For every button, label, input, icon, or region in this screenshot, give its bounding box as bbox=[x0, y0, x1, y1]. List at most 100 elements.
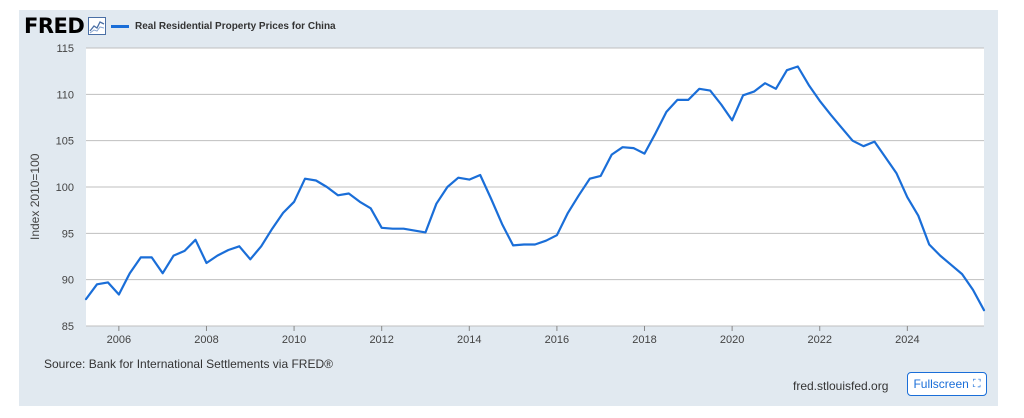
data-point-70 bbox=[852, 140, 854, 142]
data-point-66 bbox=[808, 84, 810, 86]
data-point-42 bbox=[545, 240, 547, 242]
data-point-33 bbox=[446, 186, 448, 188]
data-point-63 bbox=[775, 88, 777, 90]
data-point-6 bbox=[151, 256, 153, 258]
data-point-0 bbox=[85, 298, 87, 300]
y-tick-label-1: 90 bbox=[62, 275, 74, 287]
data-point-55 bbox=[687, 99, 689, 101]
data-point-3 bbox=[118, 293, 120, 295]
data-point-52 bbox=[654, 132, 656, 134]
data-point-1 bbox=[96, 283, 98, 285]
y-tick-label-5: 110 bbox=[56, 89, 74, 101]
data-point-44 bbox=[567, 212, 569, 214]
data-point-67 bbox=[819, 100, 821, 102]
source-note: Source: Bank for International Settlemen… bbox=[44, 357, 333, 371]
data-point-31 bbox=[424, 231, 426, 233]
data-point-8 bbox=[173, 255, 175, 257]
data-point-21 bbox=[315, 179, 317, 181]
data-point-5 bbox=[140, 256, 142, 258]
data-point-53 bbox=[665, 111, 667, 113]
x-tick-label-2: 2010 bbox=[282, 334, 306, 346]
data-point-9 bbox=[184, 250, 186, 252]
data-point-29 bbox=[403, 228, 405, 230]
fullscreen-button[interactable]: Fullscreen ⛶ bbox=[907, 372, 987, 396]
data-point-77 bbox=[928, 243, 930, 245]
data-point-28 bbox=[392, 228, 394, 230]
data-point-18 bbox=[282, 212, 284, 214]
data-point-27 bbox=[381, 227, 383, 229]
data-point-73 bbox=[884, 156, 886, 158]
data-point-72 bbox=[873, 141, 875, 143]
data-point-2 bbox=[107, 281, 109, 283]
data-point-36 bbox=[479, 174, 481, 176]
data-point-79 bbox=[950, 264, 952, 266]
data-point-11 bbox=[205, 262, 207, 264]
chart-legend: Real Residential Property Prices for Chi… bbox=[111, 21, 336, 32]
data-point-23 bbox=[337, 194, 339, 196]
data-point-50 bbox=[633, 147, 635, 149]
y-tick-label-3: 100 bbox=[56, 182, 74, 194]
data-point-65 bbox=[797, 65, 799, 67]
data-point-58 bbox=[720, 103, 722, 105]
data-point-37 bbox=[490, 198, 492, 200]
data-point-76 bbox=[917, 215, 919, 217]
data-point-10 bbox=[194, 239, 196, 241]
data-point-26 bbox=[370, 207, 372, 209]
data-point-71 bbox=[862, 145, 864, 147]
data-point-39 bbox=[512, 244, 514, 246]
x-tick-label-5: 2016 bbox=[545, 334, 569, 346]
data-point-20 bbox=[304, 178, 306, 180]
data-point-7 bbox=[162, 272, 164, 274]
data-point-38 bbox=[501, 223, 503, 225]
site-url[interactable]: fred.stlouisfed.org bbox=[793, 379, 889, 393]
data-point-40 bbox=[523, 243, 525, 245]
data-point-35 bbox=[468, 179, 470, 181]
data-point-34 bbox=[457, 177, 459, 179]
data-point-62 bbox=[764, 82, 766, 84]
data-point-49 bbox=[622, 146, 624, 148]
fred-logo[interactable]: FRED bbox=[24, 14, 85, 38]
data-point-47 bbox=[600, 175, 602, 177]
data-point-51 bbox=[643, 153, 645, 155]
data-point-13 bbox=[227, 249, 229, 251]
y-tick-label-4: 105 bbox=[56, 136, 74, 148]
data-point-54 bbox=[676, 99, 678, 101]
x-tick-label-4: 2014 bbox=[457, 334, 481, 346]
legend-swatch bbox=[111, 25, 129, 28]
y-tick-label-2: 95 bbox=[62, 228, 74, 240]
data-point-16 bbox=[260, 245, 262, 247]
data-point-32 bbox=[435, 203, 437, 205]
data-point-64 bbox=[786, 69, 788, 71]
data-point-46 bbox=[589, 178, 591, 180]
data-point-74 bbox=[895, 172, 897, 174]
series-line-0 bbox=[84, 65, 986, 312]
data-point-24 bbox=[348, 192, 350, 194]
data-point-22 bbox=[326, 186, 328, 188]
data-point-17 bbox=[271, 228, 273, 230]
legend-label: Real Residential Property Prices for Chi… bbox=[135, 21, 336, 32]
data-point-45 bbox=[578, 194, 580, 196]
x-tick-label-3: 2012 bbox=[369, 334, 393, 346]
data-point-82 bbox=[983, 309, 985, 311]
data-point-57 bbox=[709, 90, 711, 92]
x-tick-label-8: 2022 bbox=[807, 334, 831, 346]
data-point-14 bbox=[238, 245, 240, 247]
fullscreen-label: Fullscreen bbox=[913, 377, 969, 391]
data-point-12 bbox=[216, 255, 218, 257]
data-point-41 bbox=[534, 243, 536, 245]
data-point-78 bbox=[939, 255, 941, 257]
data-point-81 bbox=[972, 289, 974, 291]
data-point-80 bbox=[961, 273, 963, 275]
x-tick-label-1: 2008 bbox=[194, 334, 218, 346]
line-graph-icon bbox=[88, 17, 106, 35]
expand-icon: ⛶ bbox=[972, 377, 981, 390]
data-point-59 bbox=[731, 119, 733, 121]
data-point-60 bbox=[742, 94, 744, 96]
x-tick-label-9: 2024 bbox=[895, 334, 919, 346]
data-point-48 bbox=[611, 154, 613, 156]
data-point-68 bbox=[830, 114, 832, 116]
y-tick-label-0: 85 bbox=[62, 321, 74, 333]
x-tick-label-7: 2020 bbox=[720, 334, 744, 346]
data-point-25 bbox=[359, 201, 361, 203]
